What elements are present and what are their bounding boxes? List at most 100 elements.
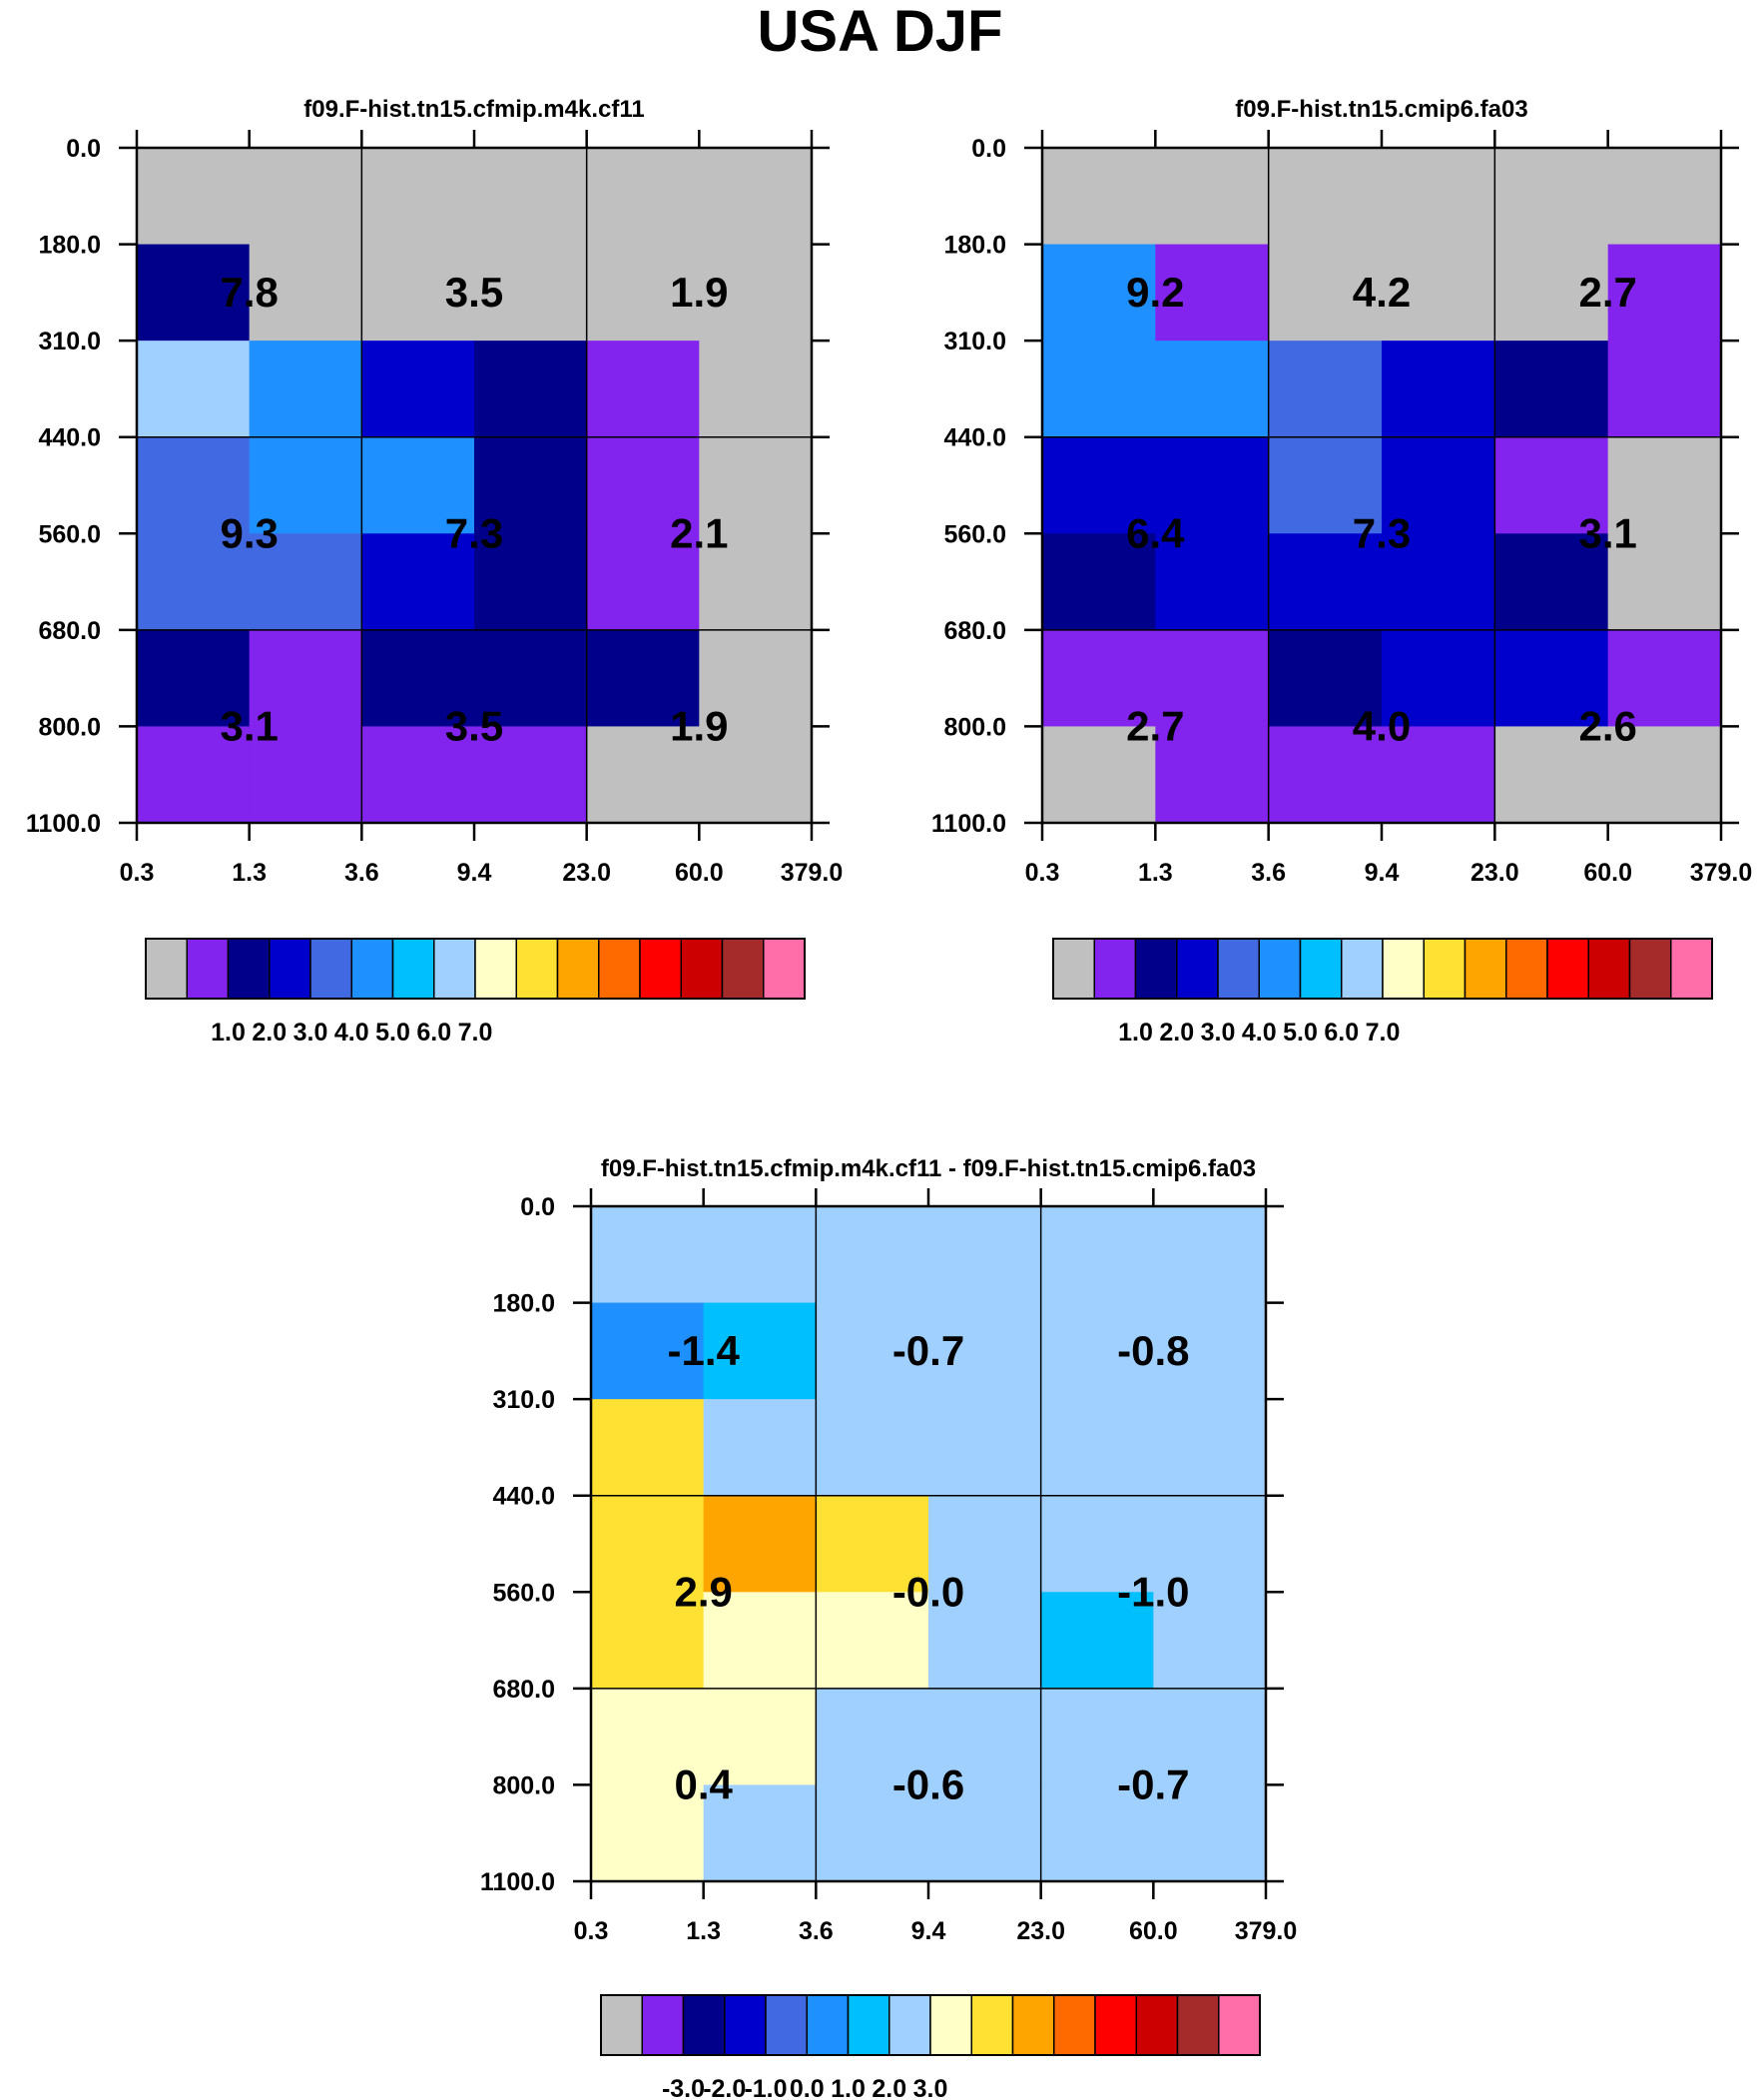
heatmap-cell xyxy=(249,533,362,631)
legend-swatch xyxy=(1217,938,1260,1000)
x-tick-label: 0.3 xyxy=(1025,859,1060,887)
heatmap-cell xyxy=(699,148,813,246)
panel-title: f09.F-hist.tn15.cfmip.m4k.cf11 xyxy=(303,96,644,123)
heatmap-cell xyxy=(586,244,700,342)
y-tick-label: 1100.0 xyxy=(480,1868,555,1896)
legend-swatch xyxy=(1587,938,1631,1000)
box-value: 3.1 xyxy=(1578,509,1636,556)
heatmap-cell xyxy=(1042,629,1156,728)
x-tick-label: 9.4 xyxy=(911,1917,946,1945)
heatmap-cell xyxy=(361,726,475,824)
heatmap-cell xyxy=(249,436,362,534)
heatmap-cell xyxy=(586,436,700,534)
box-value: -0.0 xyxy=(892,1568,964,1615)
heatmap-cell xyxy=(1607,436,1722,534)
heatmap-cell xyxy=(1153,1399,1267,1497)
y-tick-label: 0.0 xyxy=(971,135,1006,163)
legend-swatch xyxy=(724,1994,767,2056)
legend-swatch xyxy=(721,938,765,1000)
legend-label: 1.0 xyxy=(1118,1019,1153,1047)
legend-label: 4.0 xyxy=(1242,1019,1277,1047)
legend-frame xyxy=(1052,938,1713,1000)
heatmap-cell xyxy=(1607,148,1722,246)
x-tick-label: 23.0 xyxy=(562,859,611,887)
legend-swatch xyxy=(433,938,476,1000)
box-value: 7.3 xyxy=(1353,509,1411,556)
legend-swatch xyxy=(1299,938,1343,1000)
heatmap-cell xyxy=(137,436,251,534)
heatmap-cell xyxy=(1607,244,1722,342)
y-tick-label: 0.0 xyxy=(520,1193,555,1221)
panel-title: f09.F-hist.tn15.cfmip.m4k.cf11 - f09.F-h… xyxy=(601,1155,1256,1182)
y-tick-label: 560.0 xyxy=(943,520,1006,548)
heatmap-cell xyxy=(591,1495,705,1593)
y-tick-label: 1100.0 xyxy=(931,810,1006,838)
heatmap-cell xyxy=(1382,533,1495,631)
legend-swatch xyxy=(1258,938,1302,1000)
heatmap-cell xyxy=(703,1206,817,1304)
heatmap-cell xyxy=(474,629,588,728)
heatmap-cell xyxy=(816,1302,929,1400)
legend-label: 3.0 xyxy=(913,2075,948,2100)
heatmap-cell xyxy=(249,244,362,342)
x-tick-label: 3.6 xyxy=(1251,859,1286,887)
heatmap-cell xyxy=(1042,436,1156,534)
heatmap-cell xyxy=(816,1206,929,1304)
heatmap-cell xyxy=(1268,436,1383,534)
heatmap-cell xyxy=(699,726,813,824)
heatmap-cell xyxy=(1607,341,1722,438)
heatmap-cell xyxy=(1040,1399,1154,1497)
heatmap-cell xyxy=(586,148,700,246)
legend-swatch xyxy=(309,938,352,1000)
heatmap-cell xyxy=(1153,1206,1267,1304)
heatmap-cell xyxy=(703,1399,817,1497)
heatmap-cell xyxy=(1153,1784,1267,1882)
legend-swatch xyxy=(765,1994,808,2056)
heatmap-cell xyxy=(1494,533,1609,631)
y-tick-label: 680.0 xyxy=(943,617,1006,645)
y-tick-label: 680.0 xyxy=(38,617,101,645)
box-value: 9.2 xyxy=(1126,269,1184,316)
legend-swatch xyxy=(641,1994,685,2056)
y-tick-label: 440.0 xyxy=(943,424,1006,452)
legend-swatch xyxy=(1505,938,1548,1000)
heatmap-cell xyxy=(699,533,813,631)
heatmap-cell xyxy=(1042,148,1156,246)
legend-swatch xyxy=(1052,938,1095,1000)
heatmap-cell xyxy=(361,436,475,534)
legend-swatch xyxy=(847,1994,890,2056)
heatmap-cell xyxy=(586,533,700,631)
heatmap-cell xyxy=(1494,341,1609,438)
box-value: 2.7 xyxy=(1126,702,1184,749)
heatmap-cell xyxy=(816,1399,929,1497)
legend-label: 4.0 xyxy=(334,1019,369,1047)
legend-swatch xyxy=(600,1994,643,2056)
legend-swatch xyxy=(145,938,188,1000)
x-tick-label: 9.4 xyxy=(1365,859,1400,887)
legend-swatch xyxy=(1341,938,1384,1000)
heatmap-cell xyxy=(816,1495,929,1593)
x-tick-label: 60.0 xyxy=(675,859,724,887)
heatmap-cell xyxy=(249,726,362,824)
heatmap-cell xyxy=(1042,533,1156,631)
box-value: 2.9 xyxy=(674,1568,732,1615)
box-value: 2.1 xyxy=(670,509,728,556)
legend-swatch xyxy=(1134,938,1178,1000)
box-value: -0.8 xyxy=(1117,1327,1189,1374)
heatmap-cell xyxy=(1382,244,1495,342)
y-tick-label: 560.0 xyxy=(492,1579,555,1607)
x-tick-label: 3.6 xyxy=(799,1917,834,1945)
legend-swatch xyxy=(598,938,641,1000)
heatmap-cell xyxy=(1042,244,1156,342)
heatmap-cell xyxy=(591,1688,705,1786)
heatmap-cell xyxy=(1382,726,1495,824)
heatmap-cell xyxy=(928,1206,1042,1304)
heatmap-cell xyxy=(1268,629,1383,728)
heatmap-cell xyxy=(1607,533,1722,631)
heatmap-cell xyxy=(361,629,475,728)
heatmap-cell xyxy=(1268,244,1383,342)
heatmap-cell xyxy=(1155,341,1270,438)
heatmap-cell xyxy=(137,726,251,824)
legend-label: 1.0 xyxy=(831,2075,866,2100)
legend-label: 6.0 xyxy=(1324,1019,1359,1047)
